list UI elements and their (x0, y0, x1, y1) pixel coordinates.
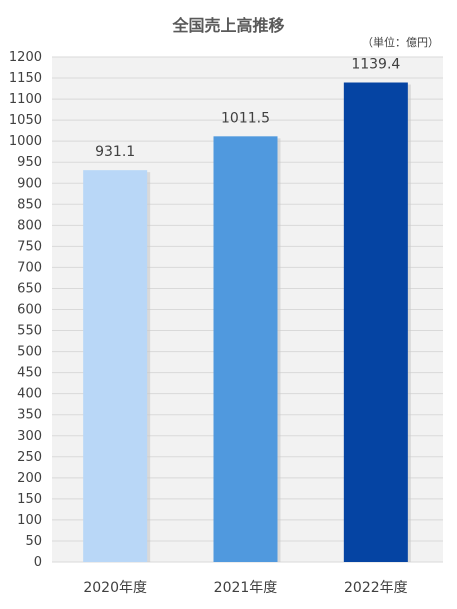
y-tick-label: 550 (17, 324, 42, 339)
x-tick-label: 2022年度 (344, 580, 408, 596)
y-tick-label: 700 (17, 260, 42, 275)
chart-title: 全国売上高推移 (172, 16, 285, 35)
y-tick-label: 100 (17, 513, 42, 528)
y-tick-label: 1050 (9, 113, 42, 128)
y-tick-label: 450 (17, 366, 42, 381)
y-tick-label: 250 (17, 450, 42, 465)
bar (83, 170, 148, 562)
y-tick-label: 350 (17, 408, 42, 423)
bar (343, 82, 408, 562)
data-label: 1139.4 (351, 57, 400, 73)
y-tick-label: 500 (17, 345, 42, 360)
data-label: 1011.5 (221, 110, 270, 126)
y-tick-label: 600 (17, 303, 42, 318)
y-tick-label: 150 (17, 492, 42, 507)
y-tick-label: 800 (17, 218, 42, 233)
y-tick-label: 750 (17, 239, 42, 254)
y-tick-label: 1000 (9, 134, 42, 149)
y-tick-label: 850 (17, 197, 42, 212)
y-tick-label: 1100 (9, 92, 42, 107)
y-tick-label: 1150 (9, 71, 42, 86)
y-tick-label: 1200 (9, 50, 42, 65)
unit-label: （単位：億円） (362, 36, 439, 49)
y-tick-label: 200 (17, 471, 42, 486)
y-tick-label: 650 (17, 281, 42, 296)
bar (213, 136, 278, 562)
y-tick-label: 950 (17, 155, 42, 170)
y-tick-label: 300 (17, 429, 42, 444)
x-tick-label: 2021年度 (214, 580, 278, 596)
y-tick-label: 0 (34, 555, 42, 570)
data-label: 931.1 (95, 144, 135, 160)
y-tick-label: 900 (17, 176, 42, 191)
x-tick-label: 2020年度 (83, 580, 147, 596)
y-tick-label: 400 (17, 387, 42, 402)
y-tick-label: 50 (25, 534, 42, 549)
